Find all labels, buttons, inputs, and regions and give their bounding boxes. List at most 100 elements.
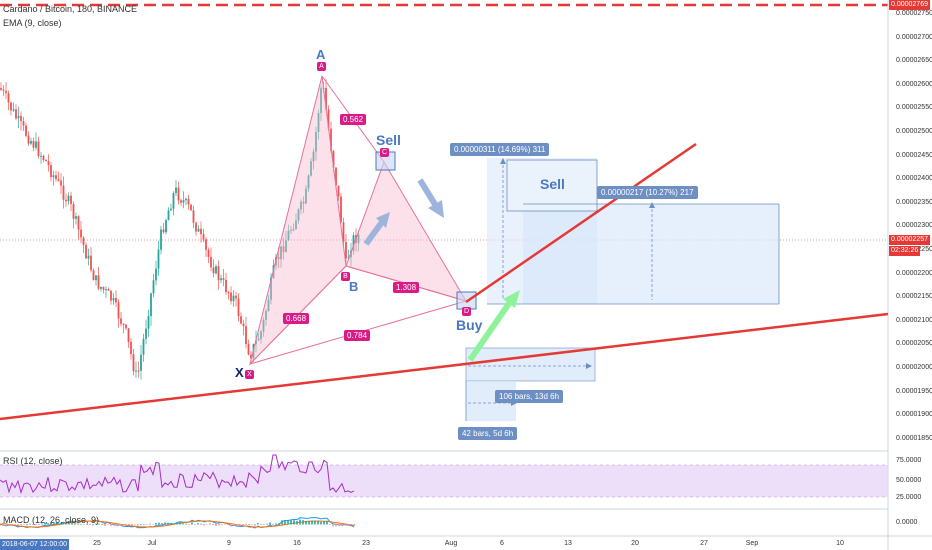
time-tick-label: 10 [836, 540, 844, 547]
macd-bar [164, 522, 166, 525]
candle-body [220, 278, 222, 281]
ratio-badge-bc[interactable]: 0.562 [340, 114, 367, 125]
macd-bar [227, 524, 229, 526]
candle-body [77, 216, 80, 230]
candle-body [345, 242, 347, 259]
macd-bar [137, 524, 139, 526]
candle-body [50, 165, 52, 178]
macd-bar [179, 522, 181, 525]
candle-body [182, 200, 185, 203]
candle-body [290, 229, 292, 231]
macd-bar [113, 524, 115, 526]
ratio-badge-bd[interactable]: 1.308 [393, 282, 420, 293]
macd-bar [149, 523, 151, 525]
point-badge-d[interactable]: D [462, 307, 471, 316]
macd-bar [260, 524, 262, 526]
macd-bar [119, 524, 121, 526]
macd-bar [35, 524, 37, 525]
candle-body [172, 193, 175, 209]
price-tick-label: 0.00002400 [896, 175, 932, 183]
breakout-trend-line[interactable] [465, 142, 697, 304]
current-price-tag[interactable]: 0.00002257 [889, 235, 930, 245]
macd-bar [17, 524, 19, 526]
candle-body [342, 222, 345, 243]
macd-bar [353, 524, 355, 527]
bars-label-long[interactable]: 106 bars, 13d 6h [495, 390, 564, 403]
macd-bar [71, 522, 73, 525]
macd-bar [230, 524, 232, 527]
time-tick-label: 20 [631, 540, 639, 547]
date-range-box-long[interactable] [465, 347, 596, 382]
candle-body [165, 220, 167, 233]
macd-bar [101, 524, 103, 526]
rsi-band [0, 465, 888, 497]
macd-bar [170, 523, 172, 525]
bars-label-short[interactable]: 42 bars, 5d 6h [458, 427, 518, 440]
macd-bar [32, 524, 34, 525]
pattern-triangle-bcd[interactable] [345, 160, 468, 302]
macd-bar [83, 524, 85, 525]
time-tick-label: 6 [500, 540, 504, 547]
time-tick-label: 16 [293, 540, 301, 547]
macd-bar [98, 523, 100, 525]
sell-target-box[interactable] [506, 159, 598, 212]
ratio-badge-xd[interactable]: 0.784 [344, 330, 371, 341]
macd-bar [314, 520, 316, 525]
time-tick-label: 9 [227, 540, 231, 547]
price-tick-label: 0.00002500 [896, 128, 932, 135]
candle-body [317, 113, 320, 132]
point-badge-c[interactable]: C [380, 148, 389, 157]
macd-bar [272, 523, 274, 525]
candle-body [7, 93, 10, 103]
candle-body [70, 195, 72, 205]
macd-bar [176, 522, 178, 525]
candle-body [232, 295, 235, 302]
rsi-indicator-label[interactable]: RSI (12, close) [3, 456, 63, 466]
candle-body [257, 338, 260, 341]
candle-body [117, 302, 120, 319]
macd-indicator-label[interactable]: MACD (12, 26, close, 9) [3, 515, 100, 525]
top-price-tag[interactable]: 0.00002769 [889, 0, 930, 10]
candle-body [137, 370, 140, 372]
rsi-line[interactable] [0, 454, 355, 495]
point-badge-a[interactable]: A [317, 62, 326, 71]
candle-body [100, 286, 102, 289]
price-tick-label: 0.00002700 [896, 33, 932, 41]
price-tick-label: 0.00002050 [896, 340, 932, 348]
candle-body [262, 319, 265, 332]
ratio-badge-xb[interactable]: 0.668 [283, 313, 310, 324]
ema-indicator-label[interactable]: EMA (9, close) [3, 18, 62, 28]
candle-body [132, 354, 135, 372]
candle-body [2, 89, 5, 91]
arrow-up-green-icon[interactable] [467, 290, 520, 362]
candle-body [95, 275, 97, 281]
price-tick-label: 0.00002000 [896, 364, 932, 371]
macd-bar [233, 524, 235, 526]
macd-bar [284, 519, 286, 525]
point-badge-b[interactable]: B [341, 272, 350, 281]
candle-body [195, 222, 197, 232]
candle-body [60, 180, 62, 186]
measure-label-lower[interactable]: 0.00000217 (10.27%) 217 [597, 186, 698, 199]
macd-bar [104, 524, 106, 527]
macd-bar [350, 524, 352, 525]
candle-body [250, 354, 252, 359]
arrow-up-blue-icon[interactable] [363, 212, 390, 246]
macd-bar [143, 524, 145, 526]
macd-bar [92, 524, 94, 526]
candle-body [105, 289, 107, 291]
symbol-title: Cardano / Bitcoin, 180, BINANCE [3, 4, 138, 14]
candle-body [255, 340, 257, 345]
candle-body [122, 323, 125, 325]
point-badge-x[interactable]: X [245, 370, 254, 379]
arrow-down-blue-icon[interactable] [417, 178, 444, 218]
candle-body [140, 354, 142, 371]
support-trend-line[interactable] [0, 312, 889, 421]
macd-line[interactable] [0, 517, 355, 529]
measure-label-upper[interactable]: 0.00000311 (14.69%) 311 [450, 143, 550, 156]
candle-body [200, 228, 202, 235]
measure-box-lower[interactable] [523, 204, 779, 304]
price-tick-label: 0.00002550 [896, 104, 932, 112]
macd-bar [5, 524, 7, 527]
